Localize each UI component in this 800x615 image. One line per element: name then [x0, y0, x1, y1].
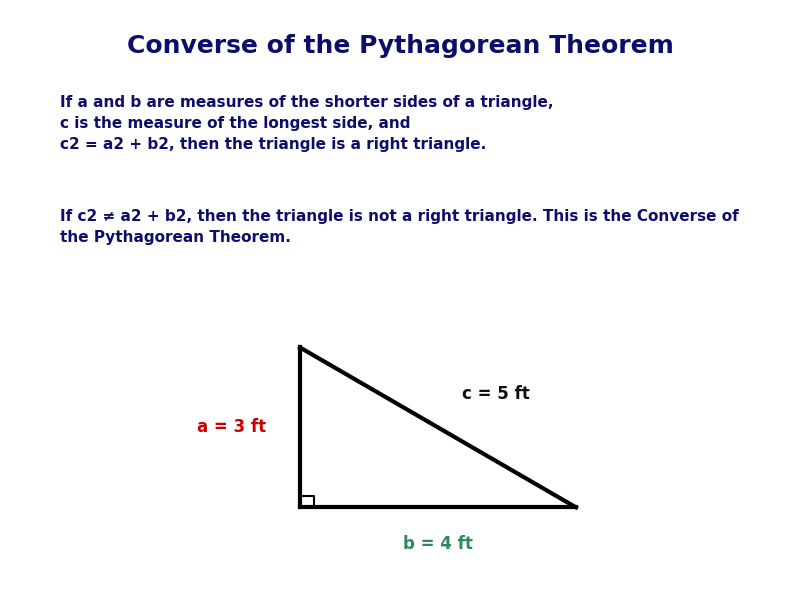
Text: Converse of the Pythagorean Theorem: Converse of the Pythagorean Theorem — [126, 34, 674, 58]
Text: If c2 ≠ a2 + b2, then the triangle is not a right triangle. This is the Converse: If c2 ≠ a2 + b2, then the triangle is no… — [60, 209, 738, 245]
Text: a = 3 ft: a = 3 ft — [198, 418, 266, 437]
Text: c = 5 ft: c = 5 ft — [462, 384, 530, 403]
Text: b = 4 ft: b = 4 ft — [403, 535, 473, 554]
Text: If a and b are measures of the shorter sides of a triangle,
c is the measure of : If a and b are measures of the shorter s… — [60, 95, 554, 153]
